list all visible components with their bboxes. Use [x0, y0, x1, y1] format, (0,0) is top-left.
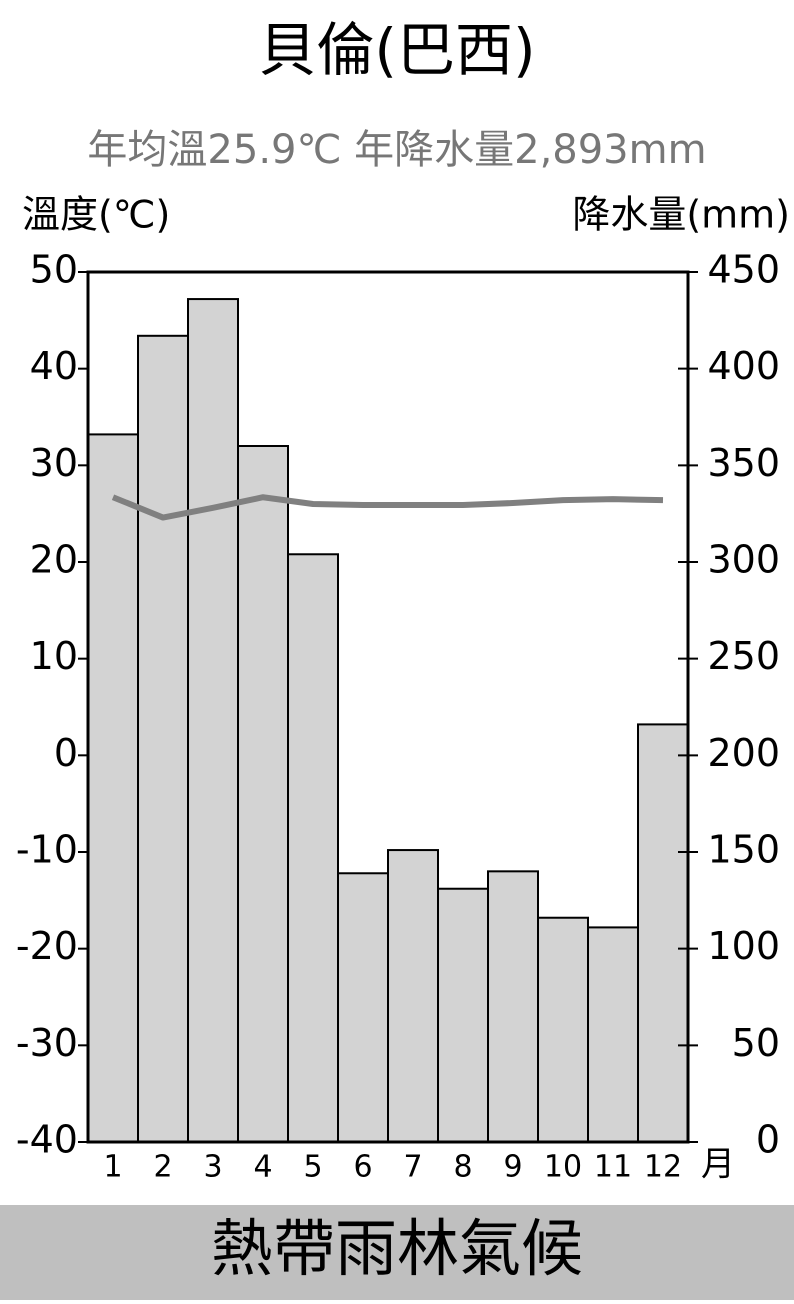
y-tick-label: -40	[16, 1118, 78, 1162]
x-tick-label: 10	[544, 1150, 582, 1185]
plot-frame	[86, 270, 690, 1144]
y-tick-label: 20	[30, 538, 78, 582]
y2-tick-label: 250	[707, 634, 780, 678]
y-tick-label: -20	[16, 924, 78, 968]
bar	[587, 926, 639, 1144]
y-tick-label: -30	[16, 1021, 78, 1065]
bar	[487, 870, 539, 1143]
x-tick-label: 5	[303, 1150, 322, 1185]
y-tick-label: 0	[54, 731, 78, 775]
y2-tick-label: 300	[707, 538, 780, 582]
temperature-line	[111, 494, 664, 521]
bar	[387, 849, 439, 1143]
bar	[187, 298, 239, 1144]
x-tick-label: 8	[453, 1150, 472, 1185]
y2-tick-label: 200	[707, 731, 780, 775]
x-tick-label: 7	[403, 1150, 422, 1185]
y2-tick-label: 100	[707, 924, 780, 968]
y-axis-label: 溫度(℃)	[22, 193, 170, 237]
chart-title: 貝倫(巴西)	[258, 16, 535, 84]
y2-tick-label: 0	[756, 1118, 780, 1162]
bar	[637, 723, 689, 1144]
y-tick-label: -10	[16, 828, 78, 872]
x-tick-label: 3	[203, 1150, 222, 1185]
bar	[337, 872, 389, 1143]
bar	[87, 433, 139, 1143]
bar	[237, 445, 289, 1143]
bar	[437, 887, 489, 1143]
x-tick-label: 11	[594, 1150, 632, 1185]
bar	[537, 916, 589, 1143]
x-tick-label: 9	[503, 1150, 522, 1185]
bar	[137, 334, 189, 1143]
x-unit-label: 月	[701, 1145, 735, 1185]
y2-tick-label: 50	[732, 1021, 780, 1065]
x-tick-label: 4	[253, 1150, 272, 1185]
footer-band	[0, 1205, 794, 1300]
x-tick-label: 1	[103, 1150, 122, 1185]
y2-tick-label: 150	[707, 828, 780, 872]
x-tick-label: 6	[353, 1150, 372, 1185]
y-tick-label: 40	[30, 344, 78, 388]
bar	[287, 553, 339, 1143]
y2-tick-label: 450	[707, 248, 780, 292]
y2-tick-label: 400	[707, 344, 780, 388]
y2-axis-label: 降水量(mm)	[572, 193, 790, 237]
y-tick-label: 50	[30, 248, 78, 292]
y-tick-label: 30	[30, 441, 78, 485]
x-tick-label: 12	[644, 1150, 682, 1185]
footer-label: 熱帶雨林氣候	[211, 1212, 583, 1285]
chart-subtitle: 年均溫25.9℃ 年降水量2,893mm	[87, 127, 706, 173]
x-tick-label: 2	[153, 1150, 172, 1185]
y2-tick-label: 350	[707, 441, 780, 485]
y-tick-label: 10	[30, 634, 78, 678]
